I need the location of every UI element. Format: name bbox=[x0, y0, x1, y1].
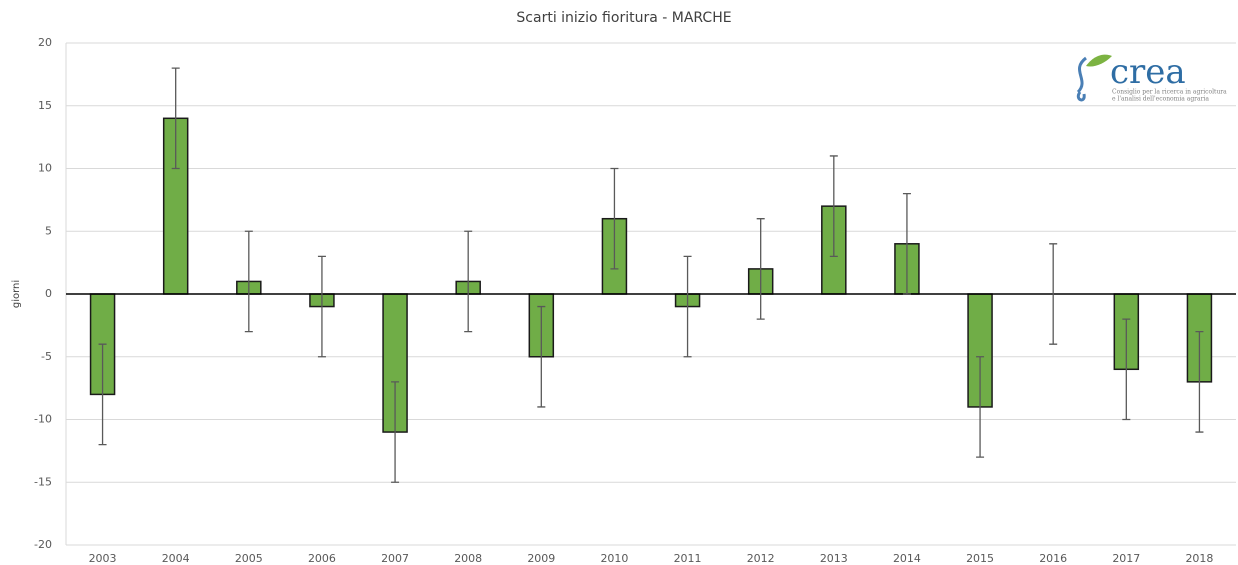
x-tick-label: 2015 bbox=[966, 552, 994, 565]
y-tick-label: 5 bbox=[45, 224, 52, 237]
error-bar bbox=[610, 167, 619, 270]
error-bar bbox=[1195, 331, 1204, 433]
y-tick-label: 20 bbox=[38, 36, 52, 49]
error-bar bbox=[756, 218, 765, 320]
y-axis-label: giorni bbox=[11, 280, 22, 308]
x-tick-label: 2005 bbox=[235, 552, 263, 565]
error-bar bbox=[98, 343, 107, 446]
x-tick-label: 2011 bbox=[674, 552, 702, 565]
y-tick-label: -5 bbox=[41, 350, 52, 363]
error-bar bbox=[317, 255, 326, 358]
error-bar bbox=[976, 356, 985, 458]
x-tick-label: 2018 bbox=[1185, 552, 1213, 565]
error-bar bbox=[244, 230, 253, 333]
error-bar bbox=[902, 192, 911, 295]
y-tick-label: -10 bbox=[34, 413, 52, 426]
y-tick-label: 15 bbox=[38, 99, 52, 112]
x-tick-label: 2006 bbox=[308, 552, 336, 565]
y-tick-label: -15 bbox=[34, 475, 52, 488]
error-bar bbox=[1049, 243, 1058, 345]
chart-title: Scarti inizio fioritura - MARCHE bbox=[516, 10, 731, 26]
x-tick-label: 2008 bbox=[454, 552, 482, 565]
error-bar bbox=[829, 155, 838, 257]
x-tick-label: 2009 bbox=[527, 552, 555, 565]
y-tick-label: -20 bbox=[34, 538, 52, 551]
error-bar bbox=[683, 255, 692, 358]
error-bar bbox=[1122, 318, 1131, 421]
x-tick-label: 2010 bbox=[600, 552, 628, 565]
error-bar bbox=[171, 67, 180, 170]
error-bar bbox=[391, 381, 400, 483]
x-tick-label: 2003 bbox=[89, 552, 117, 565]
x-tick-label: 2004 bbox=[162, 552, 190, 565]
y-tick-label: 10 bbox=[38, 162, 52, 175]
logo-tagline: Consiglio per la ricerca in agricoltura bbox=[1112, 89, 1227, 96]
x-tick-label: 2014 bbox=[893, 552, 921, 565]
logo-leaf bbox=[1086, 54, 1112, 67]
logo-tagline: e l'analisi dell'economia agraria bbox=[1112, 96, 1209, 103]
y-tick-label: 0 bbox=[45, 287, 52, 300]
x-tick-label: 2007 bbox=[381, 552, 409, 565]
x-tick-label: 2013 bbox=[820, 552, 848, 565]
x-tick-label: 2016 bbox=[1039, 552, 1067, 565]
x-tick-label: 2017 bbox=[1112, 552, 1140, 565]
logo-icon bbox=[1076, 56, 1088, 102]
logo: crea Consiglio per la ricerca in agricol… bbox=[1076, 52, 1227, 103]
x-tick-label: 2012 bbox=[747, 552, 775, 565]
error-bar bbox=[464, 230, 473, 333]
error-bar bbox=[537, 305, 546, 408]
logo-name: crea bbox=[1110, 52, 1186, 92]
